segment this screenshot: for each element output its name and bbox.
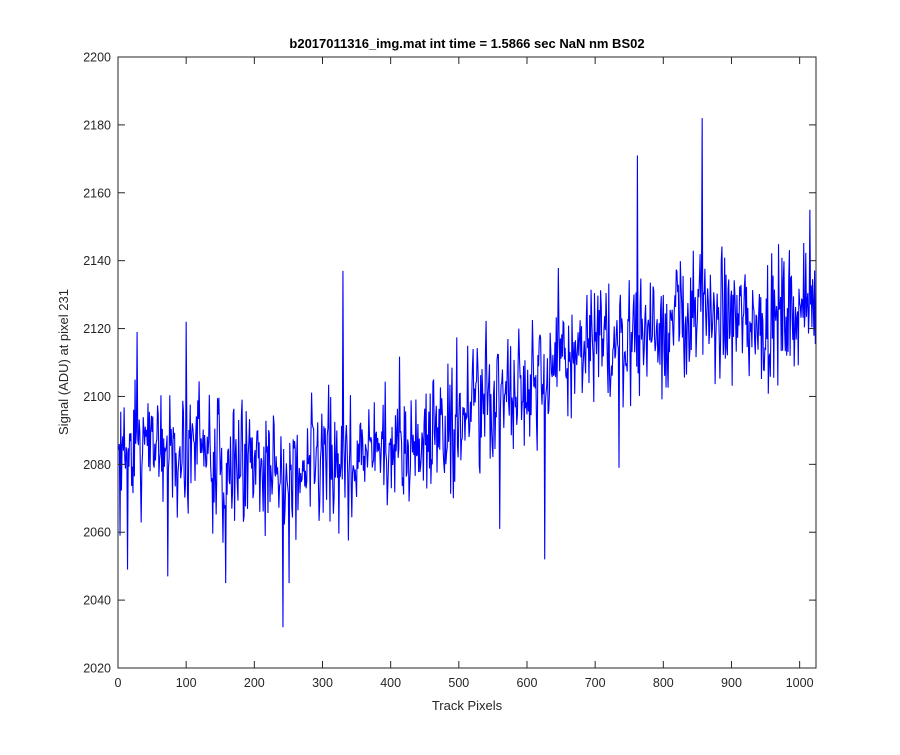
y-tick-label-2160: 2160 <box>83 186 111 200</box>
x-tick-label-500: 500 <box>448 676 469 690</box>
signal-series-line <box>118 118 817 628</box>
x-tick-label-900: 900 <box>721 676 742 690</box>
y-tick-label-2200: 2200 <box>83 51 111 65</box>
axes-box <box>117 56 817 669</box>
y-tick-label-2140: 2140 <box>83 254 111 268</box>
x-tick-label-700: 700 <box>585 676 606 690</box>
x-ticks: 0 100 200 300 400 500 600 700 800 900 1000 <box>115 57 814 690</box>
y-tick-label-2020: 2020 <box>83 662 111 676</box>
chart-title: b2017011316_img.mat int time = 1.5866 se… <box>289 36 644 51</box>
x-tick-label-300: 300 <box>312 676 333 690</box>
y-tick-label-2060: 2060 <box>83 526 111 540</box>
x-tick-label-0: 0 <box>115 676 122 690</box>
x-tick-label-600: 600 <box>517 676 538 690</box>
y-tick-label-2040: 2040 <box>83 594 111 608</box>
x-tick-label-100: 100 <box>176 676 197 690</box>
x-tick-label-800: 800 <box>653 676 674 690</box>
y-ticks: 2020 2040 2060 2080 2100 2120 2140 2160 2180 2200 <box>83 51 816 676</box>
y-tick-label-2180: 2180 <box>83 118 111 132</box>
y-tick-label-2100: 2100 <box>83 390 111 404</box>
x-tick-label-1000: 1000 <box>786 676 814 690</box>
y-tick-label-2120: 2120 <box>83 322 111 336</box>
x-axis-label: Track Pixels <box>432 698 503 713</box>
y-axis-label: Signal (ADU) at pixel 231 <box>56 289 71 435</box>
x-tick-label-200: 200 <box>244 676 265 690</box>
y-tick-label-2080: 2080 <box>83 458 111 472</box>
x-tick-label-400: 400 <box>380 676 401 690</box>
series-layer <box>118 118 817 628</box>
